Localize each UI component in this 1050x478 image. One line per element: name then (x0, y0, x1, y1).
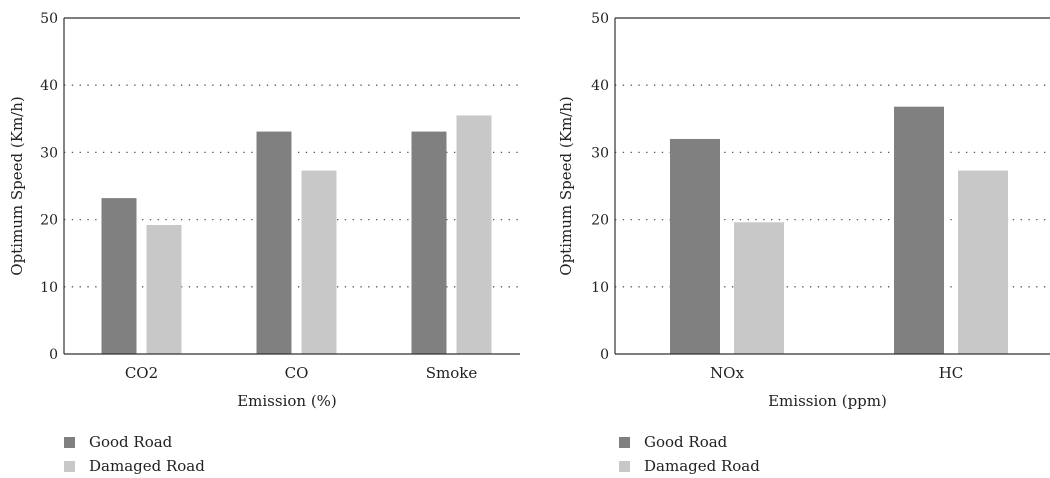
y-tick-label: 30 (40, 145, 58, 161)
bar-co-good-road (256, 131, 292, 354)
legend-label-good-road: Good Road (644, 433, 728, 451)
y-axis-label: Optimum Speed (Km/h) (557, 96, 575, 275)
bar-hc-good-road (894, 106, 944, 354)
legend-label-damaged-road: Damaged Road (89, 457, 205, 475)
y-tick-label: 20 (591, 213, 609, 229)
bar-co2-good-road (101, 198, 137, 354)
y-tick-label: 40 (591, 78, 609, 94)
x-axis-label: Emission (%) (237, 392, 337, 410)
x-tick-label-nox: NOx (710, 364, 744, 382)
bar-smoke-good-road (411, 131, 447, 354)
y-tick-label: 0 (49, 347, 58, 363)
y-tick-label: 50 (591, 11, 609, 27)
bar-co-damaged-road (301, 170, 337, 354)
legend-swatch-good-road (619, 436, 630, 448)
legend-item-good-road: Good Road (64, 430, 205, 454)
y-tick-label: 40 (40, 78, 58, 94)
legend-item-good-road: Good Road (619, 430, 760, 454)
x-tick-label-co2: CO2 (125, 364, 158, 382)
x-tick-label-hc: HC (939, 364, 964, 382)
legend-swatch-good-road (64, 436, 75, 448)
x-tick-label-co: CO (285, 364, 309, 382)
chart-emission-percent: 0 10 20 30 40 50 CO2 CO Smoke Emission (%) Optimum… (8, 11, 520, 478)
x-axis-label: Emission (ppm) (768, 392, 887, 410)
legend: Good Road Damaged Road (64, 430, 205, 478)
x-tick-label-smoke: Smoke (426, 364, 478, 382)
legend-item-damaged-road: Damaged Road (64, 454, 205, 478)
y-tick-label: 20 (40, 213, 58, 229)
bar-nox-good-road (670, 138, 720, 354)
legend-item-damaged-road: Damaged Road (619, 454, 760, 478)
y-axis-label: Optimum Speed (Km/h) (8, 96, 26, 275)
chart-emission-ppm: 0 10 20 30 40 50 NOx HC Emission (ppm) Optimum Sp… (555, 0, 1050, 475)
bar-co2-damaged-road (146, 224, 182, 354)
legend-swatch-damaged-road (64, 460, 75, 472)
y-tick-label: 30 (591, 145, 609, 161)
bar-hc-damaged-road (958, 170, 1008, 354)
chart-plot-emission-ppm: 0 10 20 30 40 50 NOx HC Emission (ppm) Optimum Sp… (557, 11, 1050, 410)
chart-plot-emission-percent: 0 10 20 30 40 50 CO2 CO Smoke Emission (%) Optimum… (8, 11, 520, 410)
legend: Good Road Damaged Road (619, 430, 760, 478)
legend-swatch-damaged-road (619, 460, 630, 472)
y-tick-label: 0 (600, 347, 609, 363)
y-tick-label: 50 (40, 11, 58, 27)
y-tick-label: 10 (591, 280, 609, 296)
bar-nox-damaged-road (734, 222, 784, 354)
y-tick-label: 10 (40, 280, 58, 296)
bar-smoke-damaged-road (456, 115, 492, 354)
legend-label-good-road: Good Road (89, 433, 173, 451)
legend-label-damaged-road: Damaged Road (644, 457, 760, 475)
